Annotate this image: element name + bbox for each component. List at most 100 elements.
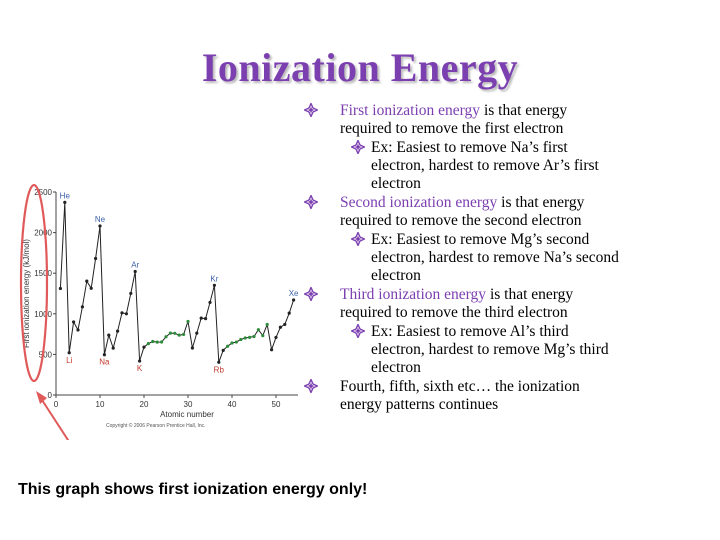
- data-point: [160, 340, 164, 344]
- x-axis-label: Atomic number: [160, 410, 214, 419]
- data-point: [146, 342, 150, 346]
- data-point: [177, 333, 181, 337]
- x-tick-label: 10: [96, 400, 105, 409]
- element-label-k: K: [137, 364, 143, 373]
- data-point: [89, 286, 93, 290]
- bullet-term: Third ionization energy: [340, 286, 487, 303]
- bullet-item-3: Ex: Easiest to remove Mg’s second electr…: [300, 230, 620, 285]
- data-point: [292, 298, 296, 302]
- data-point: [80, 305, 84, 309]
- data-point: [252, 334, 256, 339]
- element-label-ne: Ne: [95, 215, 106, 224]
- data-point: [226, 344, 230, 348]
- bullet-text: is that energy required to remove the th…: [340, 286, 574, 321]
- x-tick-label: 40: [228, 400, 237, 409]
- highlight-ellipse: [19, 183, 49, 383]
- data-point: [256, 328, 260, 332]
- arrow-head-icon: [36, 391, 47, 404]
- element-label-kr: Kr: [210, 274, 218, 283]
- bullet-text: is that energy required to remove the fi…: [340, 102, 568, 137]
- x-tick-label: 30: [184, 400, 193, 409]
- annotation-arrow: [41, 399, 70, 440]
- data-point: [133, 269, 137, 274]
- bullet-item-2: Second ionization energy is that energy …: [300, 193, 620, 230]
- y-tick-label: 2500: [34, 188, 52, 197]
- bullet-diamond-icon: [302, 377, 320, 395]
- data-point: [58, 286, 63, 291]
- graph-caption: This graph shows first ionization energy…: [18, 481, 368, 498]
- data-point: [72, 320, 76, 324]
- bullet-text: Ex: Easiest to remove Al’s third electro…: [371, 323, 609, 376]
- data-point: [239, 337, 243, 342]
- data-point: [94, 256, 98, 261]
- data-point: [63, 200, 67, 204]
- page-title: Ionization Energy: [201, 45, 519, 90]
- data-point: [283, 322, 287, 327]
- bullet-text: Fourth, fifth, sixth etc… the ionization…: [340, 378, 580, 413]
- data-point: [221, 348, 225, 352]
- data-point: [76, 328, 80, 332]
- bullet-text: Ex: Easiest to remove Na’s first electro…: [371, 139, 599, 192]
- data-point: [102, 353, 106, 357]
- y-tick-label: 1000: [34, 310, 52, 319]
- bullet-text: Ex: Easiest to remove Mg’s second electr…: [371, 231, 619, 284]
- x-tick-label: 20: [140, 400, 149, 409]
- bullet-item-5: Ex: Easiest to remove Al’s third electro…: [300, 322, 620, 377]
- ionization-energy-line: [59, 202, 295, 363]
- data-point: [195, 331, 199, 335]
- data-point: [182, 332, 186, 337]
- element-label-ar: Ar: [131, 260, 139, 269]
- x-tick-label: 50: [272, 400, 281, 409]
- data-point: [208, 300, 212, 305]
- x-tick-label: 0: [54, 400, 59, 409]
- bullet-diamond-icon: [349, 230, 367, 248]
- data-point: [230, 341, 234, 345]
- data-point: [129, 291, 133, 296]
- data-point: [248, 335, 252, 339]
- bullet-term: Second ionization energy: [340, 194, 498, 211]
- data-point: [155, 340, 159, 344]
- data-point: [212, 283, 216, 287]
- data-point: [138, 359, 142, 363]
- y-tick-label: 0: [48, 391, 53, 400]
- data-point: [287, 311, 291, 315]
- data-point: [85, 279, 89, 283]
- data-point: [168, 331, 172, 335]
- data-point: [190, 346, 194, 350]
- y-tick-label: 500: [39, 350, 53, 359]
- data-point: [199, 316, 203, 320]
- y-tick-label: 2000: [34, 229, 52, 238]
- data-point: [98, 224, 102, 228]
- data-point: [234, 340, 238, 344]
- data-point: [274, 335, 278, 340]
- y-axis-label: First ionization energy (kJ/mol): [22, 239, 31, 348]
- data-point: [173, 331, 177, 335]
- bullet-term: First ionization energy: [340, 102, 481, 119]
- bullet-diamond-icon: [302, 193, 320, 211]
- data-point: [261, 334, 265, 338]
- data-point: [116, 329, 120, 333]
- bullet-item-6: Fourth, fifth, sixth etc… the ionization…: [300, 377, 620, 414]
- y-tick-label: 1500: [34, 269, 52, 278]
- data-point: [67, 351, 71, 355]
- bullet-list: First ionization energy is that energy r…: [300, 101, 620, 415]
- data-point: [204, 316, 208, 321]
- data-point: [243, 336, 247, 340]
- bullet-item-4: Third ionization energy is that energy r…: [300, 285, 620, 322]
- bullet-diamond-icon: [302, 285, 320, 303]
- bullet-item-0: First ionization energy is that energy r…: [300, 101, 620, 138]
- data-point: [265, 322, 269, 327]
- data-point: [107, 333, 111, 337]
- copyright-text: Copyright © 2006 Pearson Prentice Hall, …: [106, 422, 206, 429]
- element-label-rb: Rb: [214, 365, 225, 374]
- data-point: [124, 312, 128, 316]
- data-point: [217, 360, 221, 364]
- chart-axes: 0 500 1000 1500 2000 2500 0 10 20 30 40 50 Atomic nu…: [22, 188, 298, 429]
- chart-marks: He Ne Ar Kr Xe Li Na K Rb: [58, 191, 299, 374]
- data-point: [164, 335, 168, 339]
- ionization-energy-chart: 0 500 1000 1500 2000 2500 0 10 20 30 40 50 Atomic nu…: [19, 183, 299, 440]
- bullet-diamond-icon: [349, 138, 367, 156]
- chart-annotation: [19, 183, 70, 440]
- data-point: [111, 346, 115, 350]
- bullet-text: is that energy required to remove the se…: [340, 194, 585, 229]
